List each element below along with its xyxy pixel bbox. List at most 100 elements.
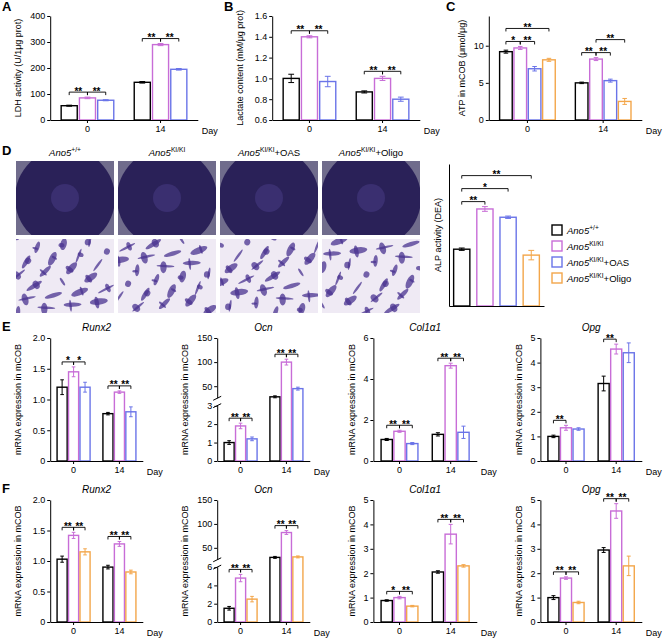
text-part: Ano5	[338, 147, 362, 158]
significance-label: **	[288, 519, 296, 530]
bar	[573, 429, 584, 461]
significance-label: **	[231, 412, 239, 423]
error-bar	[449, 363, 453, 368]
significance-label: **	[315, 24, 323, 35]
image-stain	[270, 270, 280, 281]
tick-mark	[47, 68, 50, 69]
bar	[500, 217, 516, 306]
bar	[604, 81, 617, 120]
tick-label: 0	[530, 617, 535, 627]
tick-label: 6	[207, 562, 212, 572]
tick-mark	[47, 500, 50, 501]
y-axis-title: mRNA expression in mCOB	[514, 505, 524, 616]
plot: 0100200300400014Day********	[30, 11, 218, 136]
error-bar	[66, 105, 72, 106]
tick-label: 14	[611, 465, 621, 475]
tick-label: 0.6	[255, 115, 268, 125]
image-stain	[404, 274, 416, 290]
axis-line	[449, 165, 450, 307]
y-axis: 0246	[363, 333, 374, 466]
image-stain	[64, 302, 82, 307]
tick-mark	[537, 387, 540, 388]
axis-line	[273, 120, 421, 121]
text-part: KI/KI	[260, 146, 275, 153]
tick: 0	[238, 461, 243, 475]
tick-mark	[527, 120, 528, 123]
tick-label: 1.0	[33, 556, 46, 566]
bar	[79, 98, 95, 120]
tick: 0	[40, 115, 50, 125]
y-axis-title: mRNA expression in mCOB	[180, 344, 190, 455]
tick-label: 0	[207, 456, 212, 466]
significance-label: *	[511, 35, 515, 46]
bar	[560, 428, 571, 461]
error-bar	[564, 425, 568, 430]
tick-label: 14	[446, 626, 456, 636]
tick-label: 14	[281, 626, 291, 636]
tick-label: 3	[530, 544, 535, 554]
chart-title: Col1α1	[409, 484, 441, 495]
tick-label: 4	[363, 520, 368, 530]
tick-mark	[370, 461, 373, 462]
significance-label: **	[388, 65, 396, 76]
error-bar	[551, 435, 555, 437]
image-stain	[409, 278, 415, 283]
image-stain	[391, 264, 399, 277]
tick-mark	[119, 461, 120, 464]
tick-mark	[214, 500, 217, 501]
error-bar	[118, 391, 122, 393]
tick-mark	[486, 120, 489, 121]
tick-label: 0	[207, 617, 212, 627]
significance-label: *	[391, 585, 395, 596]
tick: 1	[363, 593, 373, 603]
error-bar	[579, 82, 584, 83]
image-panel: DAno5+/+Ano5KI/KIAno5KI/KI+OASAno5KI/KI+…	[2, 143, 422, 318]
tick-label: 5	[530, 495, 535, 505]
panel-letter: C	[446, 0, 456, 14]
significance-label: **	[440, 513, 448, 524]
text-part: Ano5	[48, 147, 72, 158]
bar	[528, 69, 541, 120]
bar	[573, 602, 584, 622]
tick-mark	[240, 461, 241, 464]
image-stain	[324, 283, 339, 299]
error-bar	[385, 600, 389, 601]
tick-mark	[214, 461, 217, 462]
error-bar	[325, 76, 331, 86]
tick-label: 3	[363, 544, 368, 554]
axis-line	[374, 461, 477, 462]
tick: 0	[85, 120, 90, 134]
error-bar	[129, 407, 133, 417]
tick: 4	[363, 374, 373, 384]
image-stain	[135, 264, 140, 276]
image-stain	[24, 257, 33, 266]
staining-image	[220, 239, 318, 313]
tick-mark	[214, 622, 217, 623]
significance-label: **	[606, 333, 614, 344]
text-part: KI/KI	[589, 240, 604, 247]
panel: 0510014Day***********ATP in mCOB (μmol/μ…	[446, 0, 662, 136]
tick-mark	[47, 430, 50, 431]
tick-mark	[370, 379, 373, 380]
image-stain	[416, 265, 420, 270]
tick-label: 50	[202, 382, 212, 392]
significance-label: **	[389, 419, 397, 430]
tick-label: 1.0	[255, 74, 268, 84]
tick-label: 10	[474, 41, 484, 51]
error-bar	[288, 74, 294, 82]
tick-mark	[616, 461, 617, 464]
tick-label: 2	[363, 569, 368, 579]
image-label: Ano5KI/KI+OAS	[237, 146, 300, 158]
image-stain	[238, 274, 255, 284]
error-bar	[176, 69, 182, 71]
significance-label: **	[93, 86, 101, 97]
axis-break	[213, 396, 221, 407]
text-part: Ano5	[237, 147, 261, 158]
image-stain	[198, 245, 203, 254]
bar	[523, 255, 539, 306]
tick-label: 6	[363, 333, 368, 343]
significance-label: **	[64, 521, 72, 532]
error-bar	[380, 76, 386, 80]
bar	[381, 439, 392, 461]
bar	[356, 92, 372, 120]
